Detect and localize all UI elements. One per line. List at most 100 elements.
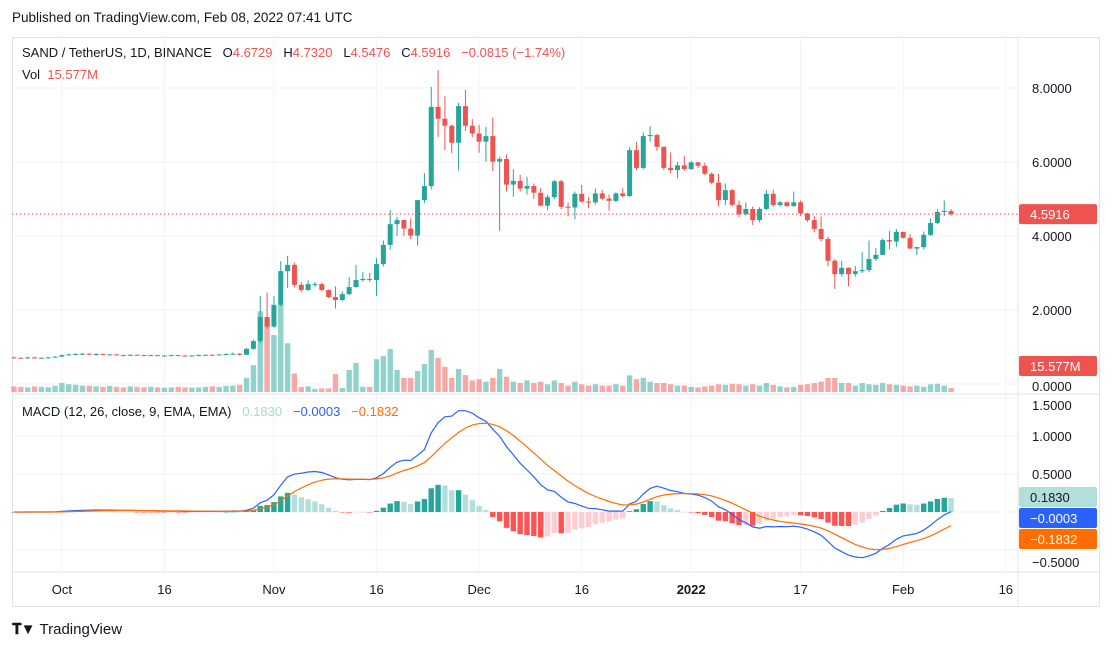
- volume-bar: [811, 383, 817, 392]
- time-axis-tick: 2022: [677, 582, 706, 597]
- candle-body: [845, 267, 851, 275]
- candle-body: [38, 357, 44, 359]
- candle-body: [681, 165, 687, 170]
- macd-histogram-label-badge: [1019, 487, 1097, 507]
- candle-body: [948, 211, 954, 215]
- volume-bar: [797, 384, 804, 392]
- macd-histogram-bar: [838, 512, 845, 526]
- volume-bar: [332, 374, 339, 392]
- candle-body: [415, 200, 421, 236]
- macd-histogram-bar: [791, 512, 797, 515]
- macd-histogram-bar: [907, 504, 913, 512]
- candle-body: [757, 208, 763, 221]
- volume-bar: [284, 343, 291, 392]
- axes: 8.0000 6.0000 4.0000 2.0000 0.0000 1.5000 1.00…: [52, 81, 1080, 597]
- candle-body: [59, 355, 65, 357]
- candle-body: [572, 193, 578, 208]
- macd-histogram-bar: [674, 510, 681, 512]
- volume-bar: [148, 386, 154, 392]
- volume-bar: [312, 388, 318, 392]
- macd-histogram-bar: [948, 498, 954, 512]
- macd-histogram-bar: [264, 505, 270, 512]
- tradingview-logo-icon: 𝐓▼: [12, 621, 35, 638]
- macd-histogram-bar: [633, 509, 640, 512]
- macd-histogram-bar: [161, 512, 168, 513]
- volume-bar: [161, 387, 168, 392]
- macd-histogram-bar: [750, 512, 756, 526]
- volume-bar: [408, 377, 414, 392]
- chart-frame: [12, 37, 1100, 607]
- volume-bar: [243, 377, 250, 392]
- volume-bar: [866, 384, 872, 392]
- macd-histogram-bar: [756, 512, 763, 524]
- candle-body: [490, 136, 496, 162]
- candle-body: [278, 271, 284, 305]
- macd-histogram-bar: [202, 512, 209, 513]
- axis-value-labels: 4.5916 15.577M 0.1830 −0.0003 −0.1832: [1019, 204, 1097, 549]
- time-axis-tick: Oct: [52, 582, 73, 597]
- candle-body: [73, 354, 79, 356]
- candle-body: [326, 290, 332, 298]
- candle-body: [551, 181, 557, 198]
- volume-bar: [120, 387, 127, 392]
- macd-histogram-bar: [127, 511, 133, 513]
- candle-body: [134, 354, 140, 356]
- symbol-info[interactable]: SAND / TetherUS, 1D, BINANCE: [22, 45, 212, 60]
- candle-body: [709, 173, 715, 183]
- volume-bar: [346, 369, 352, 392]
- macd-histogram-bar: [893, 504, 900, 512]
- volume-bar: [544, 384, 551, 392]
- macd-histogram-bar: [777, 512, 783, 518]
- candle-body: [230, 353, 236, 355]
- candle-body: [312, 284, 318, 286]
- macd-histogram-bar: [182, 512, 188, 513]
- volume-label[interactable]: Vol: [22, 67, 41, 82]
- candle-body: [654, 134, 660, 147]
- macd-title[interactable]: MACD (12, 26, close, 9, EMA, EMA): [22, 404, 232, 419]
- volume-bar: [900, 385, 906, 392]
- macd-histogram-bar: [339, 512, 346, 513]
- candle-body: [319, 284, 325, 291]
- macd-histogram-bar: [373, 510, 380, 512]
- volume-bar: [366, 386, 373, 392]
- volume-bar: [72, 384, 79, 392]
- candle-body: [264, 317, 270, 327]
- macd-histogram-bar: [237, 511, 243, 513]
- volume-bar: [722, 384, 729, 392]
- macd-histogram-bar: [449, 490, 455, 512]
- symbol-legend: SAND / TetherUS, 1D, BINANCE O4.6729 H4.…: [22, 45, 565, 60]
- volume-bar: [154, 387, 161, 392]
- macd-histogram-bar: [175, 512, 181, 513]
- candle-body: [161, 355, 167, 357]
- volume-bar: [223, 385, 229, 392]
- volume-bar: [633, 379, 640, 392]
- price-axis-tick: 6.0000: [1032, 155, 1072, 170]
- candle-body: [339, 294, 345, 301]
- macd-histogram-bar: [579, 512, 585, 529]
- volume-bar: [592, 384, 599, 392]
- candle-body: [674, 165, 680, 171]
- volume-bar: [531, 383, 537, 392]
- candle-body: [866, 258, 872, 271]
- volume-bar: [777, 386, 783, 392]
- time-axis-tick: 16: [369, 582, 383, 597]
- candle-body: [223, 354, 229, 356]
- candle-body: [592, 193, 598, 203]
- macd-histogram-bar: [496, 512, 503, 522]
- last-volume-label: 15.577M: [1030, 359, 1081, 374]
- macd-histogram-bar: [654, 501, 660, 512]
- published-caption: Published on TradingView.com, Feb 08, 20…: [12, 10, 353, 25]
- candle-body: [825, 238, 831, 261]
- volume-bar: [524, 380, 530, 392]
- volume-bar: [11, 386, 17, 392]
- macd-histogram-bar: [544, 512, 551, 537]
- candle-body: [285, 264, 291, 272]
- macd-histogram-bar: [572, 512, 578, 530]
- footer-logo[interactable]: 𝐓▼ TradingView: [12, 621, 122, 638]
- macd-histogram-bar: [148, 512, 154, 513]
- candle-body: [818, 228, 824, 239]
- volume-bar: [804, 384, 811, 392]
- macd-histogram-bar: [243, 511, 250, 512]
- candle-body: [887, 240, 893, 242]
